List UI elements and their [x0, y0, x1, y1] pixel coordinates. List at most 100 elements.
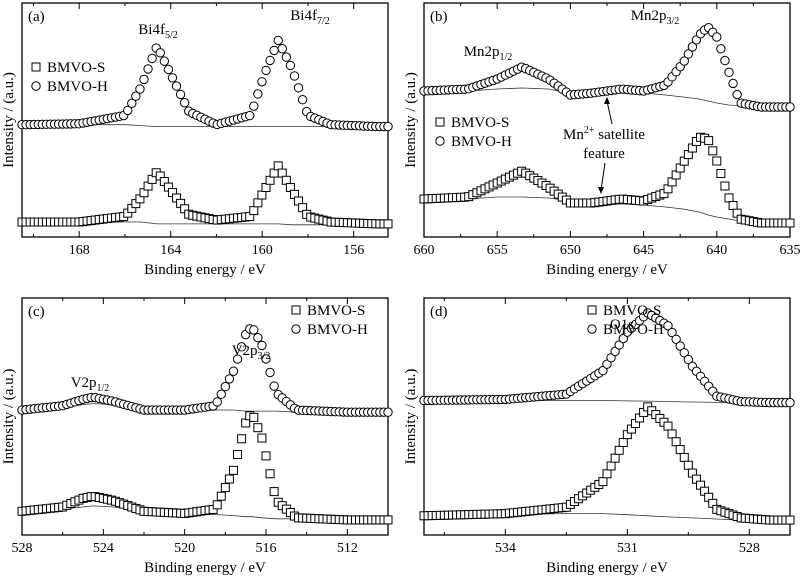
- panel-label: (a): [28, 9, 45, 25]
- data-point: [249, 325, 259, 335]
- data-point: [212, 397, 222, 407]
- x-tick-label: 660: [414, 243, 435, 258]
- x-tick-label: 531: [617, 541, 638, 556]
- series-bmvo-h: [419, 23, 795, 112]
- data-point: [245, 110, 255, 121]
- peak-label: Bi4f7/2: [290, 8, 329, 27]
- data-point: [237, 434, 247, 444]
- legend-label: BMVO-S: [307, 303, 365, 319]
- data-point: [135, 84, 145, 94]
- y-axis-label: Intensity / (a.u.): [403, 72, 419, 168]
- panel-c: 528 524 520 516 512 Binding energy / eV Intens…: [1, 297, 393, 576]
- y-axis-label: Intensity / (a.u.): [1, 369, 17, 465]
- series-bmvo-s: [17, 161, 393, 229]
- legend-label: BMVO-S: [47, 60, 105, 76]
- panel-label: (b): [430, 9, 448, 25]
- data-point: [663, 321, 673, 331]
- peak-label-sub: 3/2: [258, 351, 271, 362]
- data-point: [383, 121, 393, 132]
- x-axis-label: Binding energy / eV: [144, 262, 266, 278]
- legend-label: BMVO-H: [603, 322, 664, 338]
- x-tick-label: 640: [706, 243, 727, 258]
- data-point: [606, 461, 616, 471]
- background-line: [21, 403, 388, 413]
- data-point: [216, 389, 226, 399]
- data-point: [675, 341, 685, 351]
- data-point: [220, 483, 230, 493]
- data-point: [720, 181, 730, 191]
- series-bmvo-s: [419, 402, 795, 525]
- data-point: [249, 101, 259, 111]
- peak-label-base: V2p: [232, 343, 258, 359]
- data-point: [159, 56, 170, 66]
- data-point: [716, 44, 726, 54]
- data-point: [131, 91, 141, 101]
- y-axis-label: Intensity / (a.u.): [1, 72, 17, 168]
- data-point: [232, 354, 243, 364]
- data-point: [785, 515, 795, 525]
- data-point: [383, 407, 393, 417]
- annotation-arrowhead: [598, 187, 604, 194]
- data-point: [233, 450, 243, 460]
- x-tick-label: 156: [343, 243, 364, 258]
- legend-square-marker: [31, 62, 41, 72]
- data-point: [261, 451, 271, 461]
- data-point: [297, 95, 308, 105]
- data-point: [253, 332, 263, 343]
- panel-b: 660 655 650 645 640 635 Binding energy / eV Int…: [403, 2, 800, 278]
- background-line: [424, 87, 790, 108]
- data-point: [732, 89, 742, 100]
- series-bmvo-h: [419, 308, 795, 408]
- data-point: [265, 469, 275, 479]
- series-bmvo-h: [17, 324, 393, 417]
- data-point: [273, 35, 283, 46]
- data-point: [728, 78, 738, 89]
- data-point: [671, 334, 681, 344]
- panel-d: 534 531 528 Binding energy / eV Intensity / …: [403, 297, 795, 576]
- data-point: [785, 218, 795, 228]
- data-point: [216, 491, 226, 501]
- data-point: [228, 465, 238, 475]
- data-point: [679, 348, 689, 358]
- data-point: [123, 105, 133, 116]
- y-axis-label: Intensity / (a.u.): [403, 369, 419, 465]
- data-point: [667, 327, 677, 338]
- data-point: [220, 381, 231, 392]
- peak-label-sub: 3/2: [667, 16, 680, 27]
- data-point: [163, 64, 174, 75]
- series-bmvo-s: [17, 411, 393, 525]
- peak-label-base: Bi4f: [290, 8, 317, 24]
- x-tick-label: 160: [252, 243, 273, 258]
- data-point: [281, 52, 292, 62]
- data-point: [704, 136, 714, 146]
- data-point: [667, 429, 677, 439]
- panel-label: (c): [28, 304, 45, 320]
- data-point: [257, 190, 267, 200]
- peak-label: Bi4f5/2: [138, 22, 177, 41]
- peak-label-sub: 7/2: [317, 16, 330, 27]
- x-tick-label: 528: [12, 541, 33, 556]
- legend-square-marker: [435, 117, 445, 127]
- data-point: [127, 98, 137, 108]
- data-point: [679, 56, 689, 66]
- x-tick-label: 650: [560, 243, 581, 258]
- data-point: [236, 342, 247, 352]
- data-point: [265, 367, 275, 378]
- data-point: [683, 460, 693, 470]
- data-point: [383, 515, 393, 525]
- data-point: [147, 53, 157, 64]
- data-point: [598, 477, 608, 487]
- legend-label: BMVO-H: [307, 322, 368, 338]
- data-point: [253, 198, 263, 208]
- peak-label-base: Mn2p: [464, 44, 500, 60]
- annotation-line1: Mn2+ satellite: [563, 125, 645, 143]
- series-bmvo-h: [17, 35, 393, 132]
- data-point: [383, 219, 393, 229]
- data-point: [269, 487, 279, 497]
- data-point: [175, 89, 186, 100]
- legend-circle-marker: [31, 81, 41, 91]
- legend-label: BMVO-S: [603, 303, 661, 319]
- x-tick-label: 168: [69, 243, 90, 258]
- data-point: [683, 49, 694, 59]
